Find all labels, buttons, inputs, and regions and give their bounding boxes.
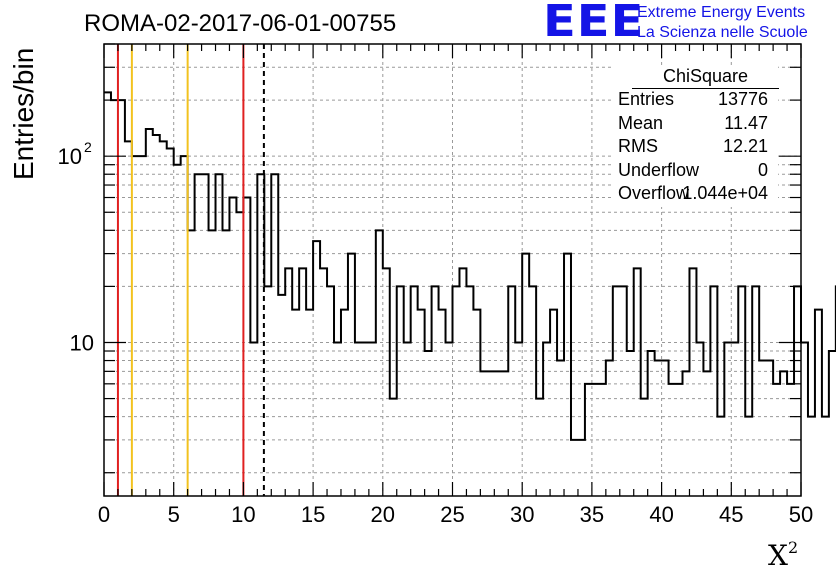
stats-row-entries: Entries 13776: [612, 89, 778, 113]
x-tick-label: 20: [371, 502, 395, 527]
logo-line-1: Extreme Energy Events: [637, 4, 806, 21]
stats-row-mean: Mean 11.47: [612, 113, 778, 137]
x-tick-label: 35: [580, 502, 604, 527]
logo-line-2: La Scienza nelle Scuole: [637, 24, 808, 41]
x-tick-label: 25: [440, 502, 464, 527]
x-tick-label: 0: [98, 502, 110, 527]
axis-ticks: [103, 43, 802, 496]
y-tick-label: 10: [70, 330, 94, 355]
stats-title: ChiSquare: [632, 66, 779, 89]
histogram-outline: [104, 91, 836, 441]
y-tick-label-exponent: 2: [84, 139, 92, 155]
x-axis-label-exponent: 2: [787, 538, 799, 557]
stats-key: RMS: [618, 136, 658, 156]
x-tick-label: 10: [231, 502, 255, 527]
x-tick-label: 15: [301, 502, 325, 527]
stats-value: 0: [757, 159, 768, 180]
stats-key: Underflow: [618, 159, 700, 180]
stats-key: Entries: [618, 89, 675, 109]
stats-box: ChiSquare Entries 13776 Mean 11.47 RMS 1…: [612, 66, 779, 207]
stats-value: 13776: [717, 89, 768, 109]
x-tick-label: 5: [168, 502, 180, 527]
x-tick-label: 45: [719, 502, 743, 527]
y-axis-label: Entries/bin: [8, 47, 39, 180]
x-axis-label-base: X: [768, 539, 788, 572]
eee-logo: EEE: [543, 0, 645, 47]
stats-row-rms: RMS 12.21: [612, 136, 778, 160]
stats-value: 1.044e+04: [682, 183, 768, 203]
stats-key: Overflow: [618, 183, 690, 203]
y-tick-label: 10: [58, 144, 82, 169]
stats-row-underflow: Underflow 0: [612, 160, 778, 184]
chart-title: ROMA-02-2017-06-01-00755: [84, 10, 397, 37]
x-tick-label: 40: [649, 502, 673, 527]
stats-key: Mean: [618, 112, 664, 133]
histogram-series: [104, 91, 836, 441]
reference-lines: [116, 44, 265, 496]
x-tick-label: 50: [789, 502, 813, 527]
x-axis-label: X2: [768, 538, 798, 572]
stats-value: 11.47: [724, 112, 768, 133]
x-tick-label: 30: [510, 502, 534, 527]
stats-row-overflow: Overflow 1.044e+04: [612, 183, 778, 207]
stats-value: 12.21: [722, 136, 768, 156]
